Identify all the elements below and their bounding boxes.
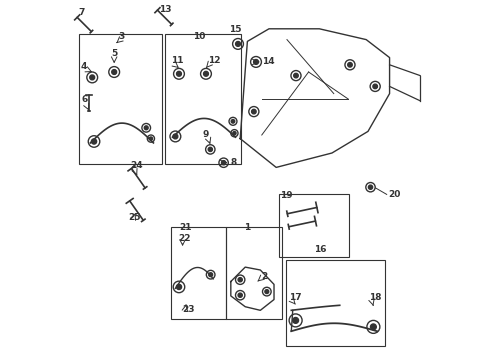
Text: 16: 16 [313, 245, 326, 254]
Circle shape [149, 137, 152, 140]
Bar [165, 34, 241, 164]
Text: 19: 19 [279, 191, 292, 200]
Circle shape [176, 284, 181, 289]
Text: 21: 21 [179, 224, 191, 233]
Text: 3: 3 [118, 32, 124, 41]
Bar [285, 260, 384, 346]
Circle shape [90, 75, 95, 80]
Circle shape [264, 290, 268, 293]
Text: 1: 1 [244, 224, 249, 233]
Circle shape [293, 73, 298, 78]
Text: 7: 7 [78, 9, 84, 18]
Text: 25: 25 [128, 213, 141, 222]
Bar [278, 194, 348, 257]
Text: 2: 2 [261, 272, 267, 281]
Circle shape [238, 278, 242, 282]
Circle shape [231, 120, 234, 123]
Circle shape [347, 63, 351, 67]
Text: 20: 20 [387, 190, 400, 199]
Circle shape [238, 293, 242, 297]
Text: 10: 10 [192, 32, 204, 41]
Text: 15: 15 [229, 25, 242, 34]
Text: 17: 17 [288, 293, 301, 302]
Text: 9: 9 [203, 130, 209, 139]
Text: 11: 11 [170, 56, 183, 65]
Text: 6: 6 [81, 95, 87, 104]
Text: 8: 8 [230, 158, 236, 167]
Circle shape [251, 109, 256, 114]
Text: 23: 23 [182, 305, 194, 314]
Circle shape [173, 134, 178, 139]
Text: 24: 24 [130, 161, 142, 170]
Circle shape [235, 41, 240, 46]
Text: 13: 13 [159, 5, 171, 14]
Circle shape [203, 71, 208, 76]
Circle shape [112, 69, 116, 75]
Circle shape [232, 132, 236, 135]
Bar [170, 227, 226, 319]
Circle shape [221, 161, 225, 165]
Text: 18: 18 [368, 293, 381, 302]
Circle shape [208, 273, 212, 276]
Circle shape [144, 126, 148, 130]
Text: 5: 5 [111, 49, 117, 58]
Text: 12: 12 [207, 56, 220, 65]
Circle shape [367, 185, 372, 189]
Circle shape [91, 139, 97, 144]
Circle shape [253, 59, 258, 64]
Circle shape [372, 84, 377, 89]
Circle shape [370, 324, 376, 330]
Text: 14: 14 [262, 58, 275, 67]
Text: 22: 22 [178, 234, 190, 243]
Circle shape [292, 318, 298, 323]
Circle shape [176, 71, 181, 76]
Bar [226, 227, 282, 319]
Circle shape [208, 147, 212, 152]
Text: 4: 4 [81, 62, 87, 71]
Bar [79, 34, 162, 164]
